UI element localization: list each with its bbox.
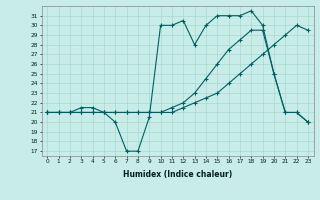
X-axis label: Humidex (Indice chaleur): Humidex (Indice chaleur)	[123, 170, 232, 179]
